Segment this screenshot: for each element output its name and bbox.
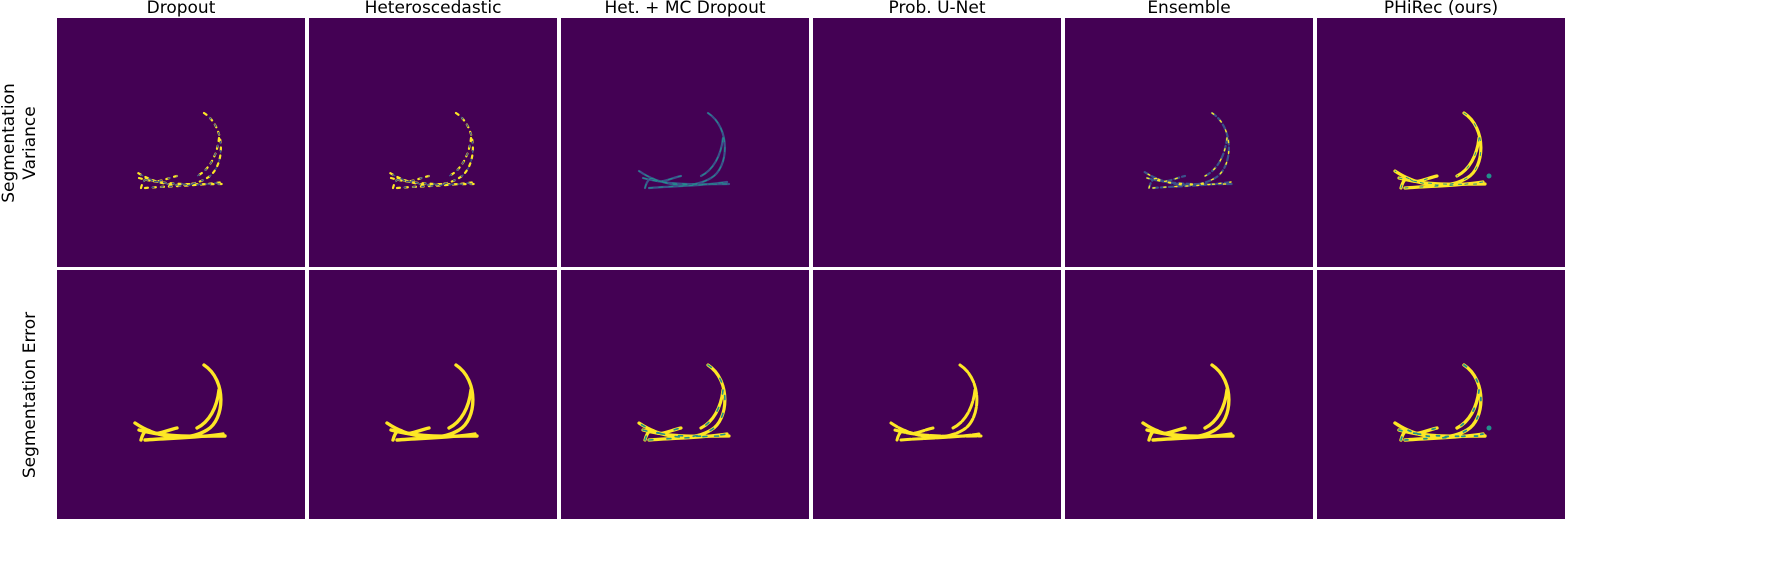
structure-layer — [1394, 112, 1486, 189]
panel-error-ensemble — [1065, 270, 1313, 519]
panel-error-heteroscedastic — [309, 270, 557, 519]
panel-variance-dropout — [57, 18, 305, 267]
structure-layer — [133, 363, 227, 442]
row-label-error: Segmentation Error — [10, 270, 50, 519]
column-title-het-mc-dropout: Het. + MC Dropout — [604, 0, 766, 18]
row-label-variance: Segmentation Variance — [0, 18, 40, 267]
structure-layer — [1393, 111, 1487, 190]
structure-layer — [638, 364, 730, 441]
structure-layer — [638, 112, 730, 189]
structure-layer — [386, 112, 478, 189]
structure-layer — [134, 112, 226, 189]
panel-error-dropout — [57, 270, 305, 519]
structure-layer — [1141, 111, 1235, 190]
structure-layer — [637, 363, 731, 442]
panel-error-het-mc-dropout — [561, 270, 809, 519]
panel-variance-phirec — [1317, 18, 1565, 267]
structure-layer — [889, 363, 983, 442]
variance-blob — [1486, 425, 1492, 431]
structure-layer — [385, 363, 479, 442]
structure-layer — [385, 111, 479, 190]
structure-layer — [637, 111, 731, 190]
structure-layer — [1141, 363, 1235, 442]
row-label-error-line1: Segmentation Error — [20, 311, 40, 478]
panel-error-prob-unet — [813, 270, 1061, 519]
panel-variance-prob-unet — [813, 18, 1061, 267]
variance-blob — [1486, 173, 1492, 179]
panel-variance-het-mc-dropout — [561, 18, 809, 267]
structure-layer — [1393, 363, 1487, 442]
column-title-prob-unet: Prob. U-Net — [888, 0, 986, 18]
structure-layer — [133, 111, 227, 190]
column-title-dropout: Dropout — [146, 0, 216, 18]
structure-layer — [1142, 112, 1234, 189]
column-title-heteroscedastic: Heteroscedastic — [364, 0, 502, 18]
panel-variance-ensemble — [1065, 18, 1313, 267]
row-label-variance-line2: Variance — [20, 105, 40, 180]
column-title-ensemble: Ensemble — [1147, 0, 1231, 18]
panel-error-phirec — [1317, 270, 1565, 519]
panel-variance-heteroscedastic — [309, 18, 557, 267]
structure-layer — [1394, 364, 1486, 441]
row-label-variance-line1: Segmentation — [0, 82, 19, 203]
column-title-phirec: PHiRec (ours) — [1383, 0, 1499, 18]
